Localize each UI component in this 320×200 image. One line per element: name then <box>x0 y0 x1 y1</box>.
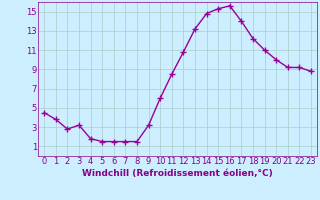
X-axis label: Windchill (Refroidissement éolien,°C): Windchill (Refroidissement éolien,°C) <box>82 169 273 178</box>
